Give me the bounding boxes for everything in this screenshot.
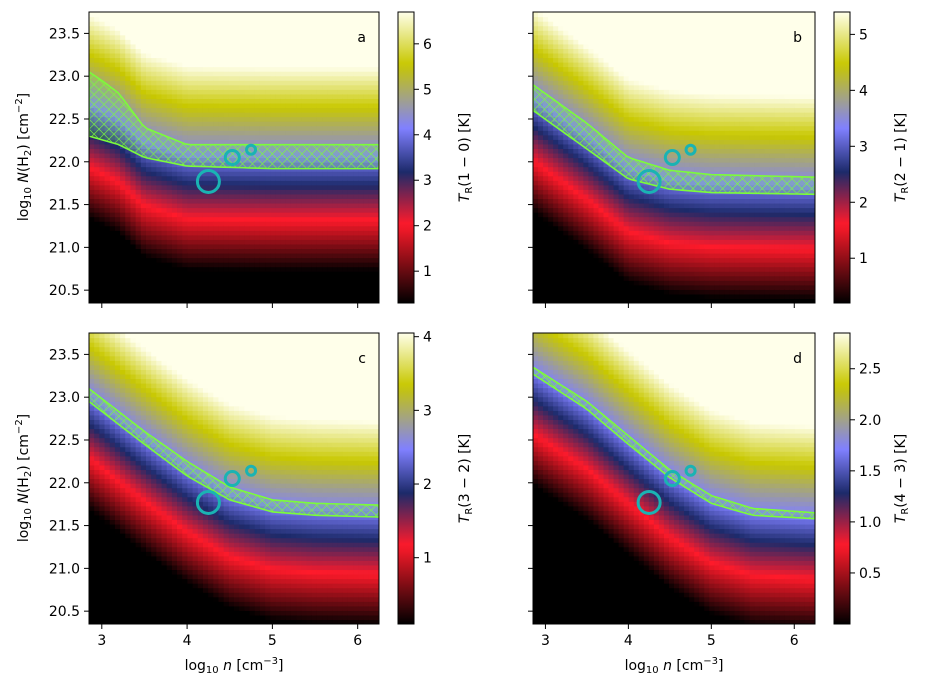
x-axis-label: log10 n [cm−3] [185,656,284,676]
x-tick-label: 3 [541,633,550,649]
y-tick-label: 21.0 [49,240,80,256]
panel-label: c [358,351,366,367]
heatmap-b [533,12,815,303]
cbar-tick-label: 4 [859,83,868,99]
cbar-tick-label: 4 [423,330,432,346]
cbar-tick-label: 2 [423,477,432,493]
x-tick-label: 5 [707,633,716,649]
observed-marker [684,143,697,156]
axes-frame [532,11,816,304]
cbar-tick-label: 1 [423,264,432,280]
cbar-tick-label: 0.5 [859,566,881,582]
heatmap-d [533,333,815,624]
x-axis-label: log10 n [cm−3] [625,656,724,676]
fit-band-d [533,366,815,520]
x-tick-label: 6 [353,633,362,649]
colorbar-label: TR(4 − 3) [K] [893,434,911,523]
panel-a: a 20.5 21.0 21.5 22.0 22.5 23.0 23.5 1 2 3 4 5 6 TR(1 … [49,11,475,308]
y-tick-label: 21.5 [49,519,80,535]
axes-frame [88,11,380,304]
y-tick-label: 21.0 [49,561,80,577]
colorbar-d: 0.5 1.0 1.5 2.0 2.5 TR(4 − 3) [K] [833,332,911,625]
panel-b: b 1 2 3 4 5 TR(2 − 1) [K] [528,11,911,308]
fit-band-c [89,387,379,518]
panel-c: c 3 4 5 6 20.5 21.0 21.5 22.0 22.5 23.0 23.5 1 2 3 4 TR(… [49,330,475,649]
cbar-tick-label: 6 [423,37,432,53]
cbar-tick-label: 5 [423,82,432,98]
panel-d: d 3 4 5 6 0.5 1.0 1.5 2.0 2.5 TR(4 − 3) [K] [528,332,911,649]
y-tick-label: 23.0 [49,69,80,85]
y-tick-label: 22.5 [49,112,80,128]
cbar-tick-label: 1.0 [859,515,881,531]
x-tick-label: 4 [624,633,633,649]
panel-label: d [793,351,802,367]
x-tick-label: 5 [268,633,277,649]
y-tick-label: 22.0 [49,476,80,492]
cbar-tick-label: 1 [423,551,432,567]
observed-marker [636,489,662,515]
heatmap-c [89,333,379,624]
y-axis-label: log10 N(H2) [cm−2] [14,414,34,542]
panel-label: a [357,30,366,46]
observed-marker [195,168,221,194]
observed-marker [245,143,258,156]
cbar-tick-label: 3 [859,139,868,155]
cbar-tick-label: 2.5 [859,362,881,378]
cbar-tick-label: 1.5 [859,464,881,480]
observed-marker [636,168,662,194]
x-tick-label: 3 [97,633,106,649]
observed-marker [245,464,258,477]
observed-marker [223,149,241,166]
cbar-tick-label: 2 [423,219,432,235]
y-tick-label: 22.5 [49,433,80,449]
observed-marker [195,489,221,515]
colorbar-a: 1 2 3 4 5 6 TR(1 − 0) [K] [397,11,475,304]
x-tick-label: 4 [183,633,192,649]
fit-band-a [89,70,379,170]
y-axis-label: log10 N(H2) [cm−2] [14,93,34,221]
observed-marker [223,470,241,487]
cbar-tick-label: 1 [859,251,868,267]
panel-label: b [793,30,802,46]
observed-marker [663,149,681,166]
cbar-tick-label: 3 [423,173,432,189]
y-tick-label: 23.5 [49,26,80,42]
y-tick-label: 21.5 [49,198,80,214]
y-tick-label: 22.0 [49,155,80,171]
cbar-tick-label: 5 [859,27,868,43]
cbar-tick-label: 2.0 [859,413,881,429]
x-tick-label: 6 [790,633,799,649]
cbar-tick-label: 3 [423,403,432,419]
cbar-tick-label: 2 [859,195,868,211]
colorbar-label: TR(2 − 1) [K] [893,113,911,202]
colorbar-label: TR(1 − 0) [K] [457,113,475,202]
axes-frame [88,332,380,625]
observed-marker [663,470,681,487]
y-tick-label: 23.0 [49,390,80,406]
cbar-tick-label: 4 [423,128,432,144]
colorbar-b: 1 2 3 4 5 TR(2 − 1) [K] [833,11,911,304]
y-tick-label: 20.5 [49,604,80,620]
fit-band-b [533,83,815,196]
observed-marker [684,464,697,477]
y-tick-label: 20.5 [49,283,80,299]
axes-frame [532,332,816,625]
y-tick-label: 23.5 [49,347,80,363]
colorbar-c: 1 2 3 4 TR(3 − 2) [K] [397,330,475,625]
colorbar-label: TR(3 − 2) [K] [457,434,475,523]
